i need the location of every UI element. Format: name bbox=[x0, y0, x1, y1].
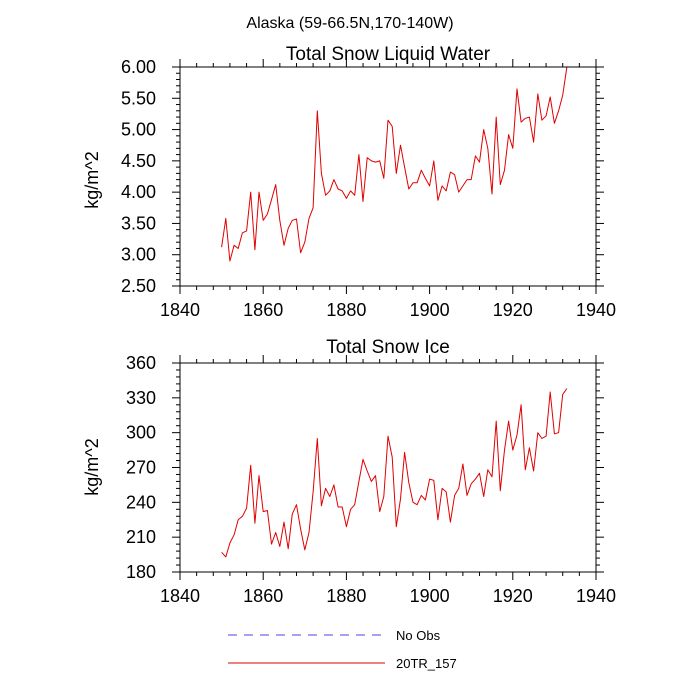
x-tick-label-snow-ice-1880: 1880 bbox=[326, 586, 366, 606]
y-tick-label-snow-liquid-water-3: 3.00 bbox=[121, 245, 156, 265]
y-axis-label-snow-ice: kg/m^2 bbox=[82, 438, 102, 495]
x-tick-label-snow-liquid-water-1900: 1900 bbox=[410, 300, 450, 320]
plot-snow-liquid-water: Total Snow Liquid Water kg/m^2 1840 1860 1… bbox=[82, 44, 616, 320]
x-tick-label-snow-liquid-water-1880: 1880 bbox=[326, 300, 366, 320]
y-tick-label-snow-ice-330: 330 bbox=[126, 388, 156, 408]
x-tick-label-snow-liquid-water-1920: 1920 bbox=[493, 300, 533, 320]
y-tick-label-snow-liquid-water-5: 5.00 bbox=[121, 120, 156, 140]
series-line-snow-liquid-water-20tr-157 bbox=[221, 66, 568, 262]
x-tick-label-snow-liquid-water-1840: 1840 bbox=[160, 300, 200, 320]
plot-title-snow-liquid-water: Total Snow Liquid Water bbox=[286, 44, 491, 65]
axis-ticks-snow-ice: 1840 1860 1880 1900 1920 1940 180 210 240 270 300 3… bbox=[126, 353, 616, 606]
y-tick-label-snow-liquid-water-5.5: 5.50 bbox=[121, 88, 156, 108]
x-tick-label-snow-ice-1900: 1900 bbox=[410, 586, 450, 606]
plot-frame-snow-ice bbox=[179, 362, 597, 573]
y-tick-label-snow-ice-270: 270 bbox=[126, 458, 156, 478]
y-tick-label-snow-liquid-water-4.5: 4.50 bbox=[121, 151, 156, 171]
series-group-snow-ice bbox=[221, 388, 568, 558]
series-group-snow-liquid-water bbox=[221, 66, 568, 262]
y-tick-label-snow-ice-300: 300 bbox=[126, 423, 156, 443]
legend-label-20tr-157: 20TR_157 bbox=[396, 656, 457, 671]
series-line-snow-ice-20tr-157 bbox=[221, 388, 568, 558]
legend-label-no-obs: No Obs bbox=[396, 628, 441, 643]
y-tick-label-snow-liquid-water-4: 4.00 bbox=[121, 182, 156, 202]
x-tick-label-snow-ice-1860: 1860 bbox=[243, 586, 283, 606]
y-tick-label-snow-ice-240: 240 bbox=[126, 492, 156, 512]
x-tick-label-snow-liquid-water-1860: 1860 bbox=[243, 300, 283, 320]
y-tick-label-snow-liquid-water-6: 6.00 bbox=[121, 57, 156, 77]
y-tick-label-snow-ice-360: 360 bbox=[126, 353, 156, 373]
x-tick-label-snow-liquid-water-1940: 1940 bbox=[576, 300, 616, 320]
plot-snow-ice: Total Snow Ice kg/m^2 1840 1860 1880 1900 19… bbox=[82, 337, 616, 606]
x-tick-label-snow-ice-1940: 1940 bbox=[576, 586, 616, 606]
legend: No Obs 20TR_157 bbox=[228, 628, 457, 671]
figure-title: Alaska (59-66.5N,170-140W) bbox=[246, 15, 453, 32]
y-tick-label-snow-ice-210: 210 bbox=[126, 527, 156, 547]
x-tick-label-snow-ice-1920: 1920 bbox=[493, 586, 533, 606]
plot-title-snow-ice: Total Snow Ice bbox=[326, 337, 450, 358]
y-tick-label-snow-liquid-water-2.5: 2.50 bbox=[121, 276, 156, 296]
y-tick-label-snow-ice-180: 180 bbox=[126, 562, 156, 582]
y-tick-label-snow-liquid-water-3.5: 3.50 bbox=[121, 213, 156, 233]
axis-ticks-snow-liquid-water: 1840 1860 1880 1900 1920 1940 2.50 3.00 3.50 4.00… bbox=[121, 57, 616, 320]
y-axis-label-snow-liquid-water: kg/m^2 bbox=[82, 151, 102, 208]
x-tick-label-snow-ice-1840: 1840 bbox=[160, 586, 200, 606]
plot-frame-snow-liquid-water bbox=[179, 66, 597, 287]
